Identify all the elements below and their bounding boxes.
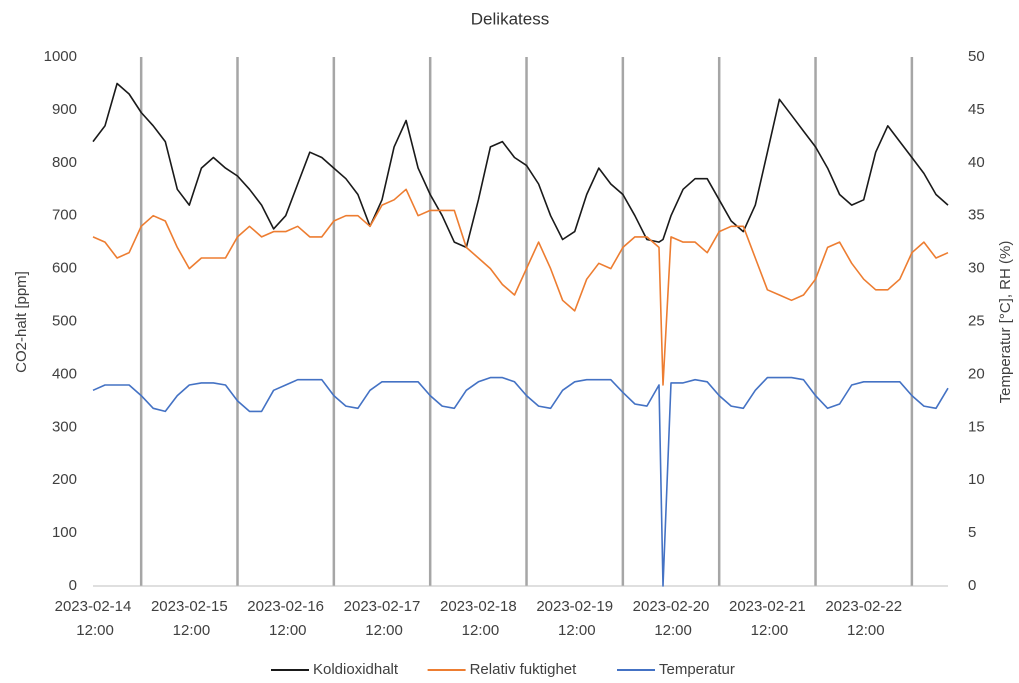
x-tick-date: 2023-02-22 xyxy=(825,598,902,615)
x-tick-label: 2023-02-16 12:00 xyxy=(247,598,324,639)
y-tick-label: 600 xyxy=(52,260,77,277)
x-tick-label: 2023-02-21 12:00 xyxy=(729,598,806,639)
y-tick-label: 500 xyxy=(52,312,77,329)
x-tick-date: 2023-02-21 xyxy=(729,598,806,615)
y-tick-label: 800 xyxy=(52,154,77,171)
x-tick-date: 2023-02-17 xyxy=(344,598,421,615)
x-tick-time: 12:00 xyxy=(554,622,596,639)
x-tick-time: 12:00 xyxy=(747,622,789,639)
x-tick-time: 12:00 xyxy=(168,622,210,639)
x-tick-label: 2023-02-22 12:00 xyxy=(825,598,902,639)
data-line xyxy=(92,376,949,587)
x-tick-time: 12:00 xyxy=(265,622,307,639)
y2-tick-label: 40 xyxy=(968,154,985,171)
x-tick-date: 2023-02-18 xyxy=(440,598,517,615)
x-tick-time: 12:00 xyxy=(650,622,692,639)
y-tick-label: 300 xyxy=(52,418,77,435)
y2-tick-label: 15 xyxy=(968,418,985,435)
y2-tick-label: 5 xyxy=(968,524,976,541)
x-tick-time: 12:00 xyxy=(361,622,403,639)
y-tick-label: 400 xyxy=(52,365,77,382)
y2-tick-label: 10 xyxy=(968,471,985,488)
y2-tick-label: 20 xyxy=(968,365,985,382)
x-tick-label: 2023-02-19 12:00 xyxy=(536,598,613,639)
x-tick-label: 2023-02-14 12:00 xyxy=(55,598,132,639)
chart-title: Delikatess xyxy=(471,9,549,28)
y-tick-label: 700 xyxy=(52,207,77,224)
y2-tick-label: 25 xyxy=(968,312,985,329)
x-tick-time: 12:00 xyxy=(457,622,499,639)
y2-tick-label: 30 xyxy=(968,260,985,277)
x-tick-date: 2023-02-19 xyxy=(536,598,613,615)
x-tick-date: 2023-02-16 xyxy=(247,598,324,615)
y2-tick-label: 35 xyxy=(968,207,985,224)
x-tick-time: 12:00 xyxy=(843,622,885,639)
x-tick-date: 2023-02-20 xyxy=(633,598,710,615)
legend-label: Relativ fuktighet xyxy=(470,661,578,678)
x-tick-time: 12:00 xyxy=(72,622,114,639)
y2-tick-label: 50 xyxy=(968,48,985,65)
legend-label: Temperatur xyxy=(659,661,735,678)
x-tick-label: 2023-02-20 12:00 xyxy=(633,598,710,639)
y-tick-label: 0 xyxy=(69,577,77,594)
y2-axis-label: Temperatur [°C], RH (%) xyxy=(997,241,1014,404)
data-line xyxy=(92,188,949,386)
y2-tick-label: 0 xyxy=(968,577,976,594)
x-tick-label: 2023-02-15 12:00 xyxy=(151,598,228,639)
y-tick-label: 900 xyxy=(52,101,77,118)
y-axis-label: CO2-halt [ppm] xyxy=(13,271,30,373)
y-tick-label: 100 xyxy=(52,524,77,541)
x-tick-label: 2023-02-18 12:00 xyxy=(440,598,517,639)
x-tick-label: 2023-02-17 12:00 xyxy=(344,598,421,639)
x-tick-date: 2023-02-15 xyxy=(151,598,228,615)
x-tick-date: 2023-02-14 xyxy=(55,598,132,615)
legend-label: Koldioxidhalt xyxy=(313,661,399,678)
y2-tick-label: 45 xyxy=(968,101,985,118)
data-line xyxy=(92,82,949,249)
y-tick-label: 200 xyxy=(52,471,77,488)
y-tick-label: 1000 xyxy=(44,48,77,65)
